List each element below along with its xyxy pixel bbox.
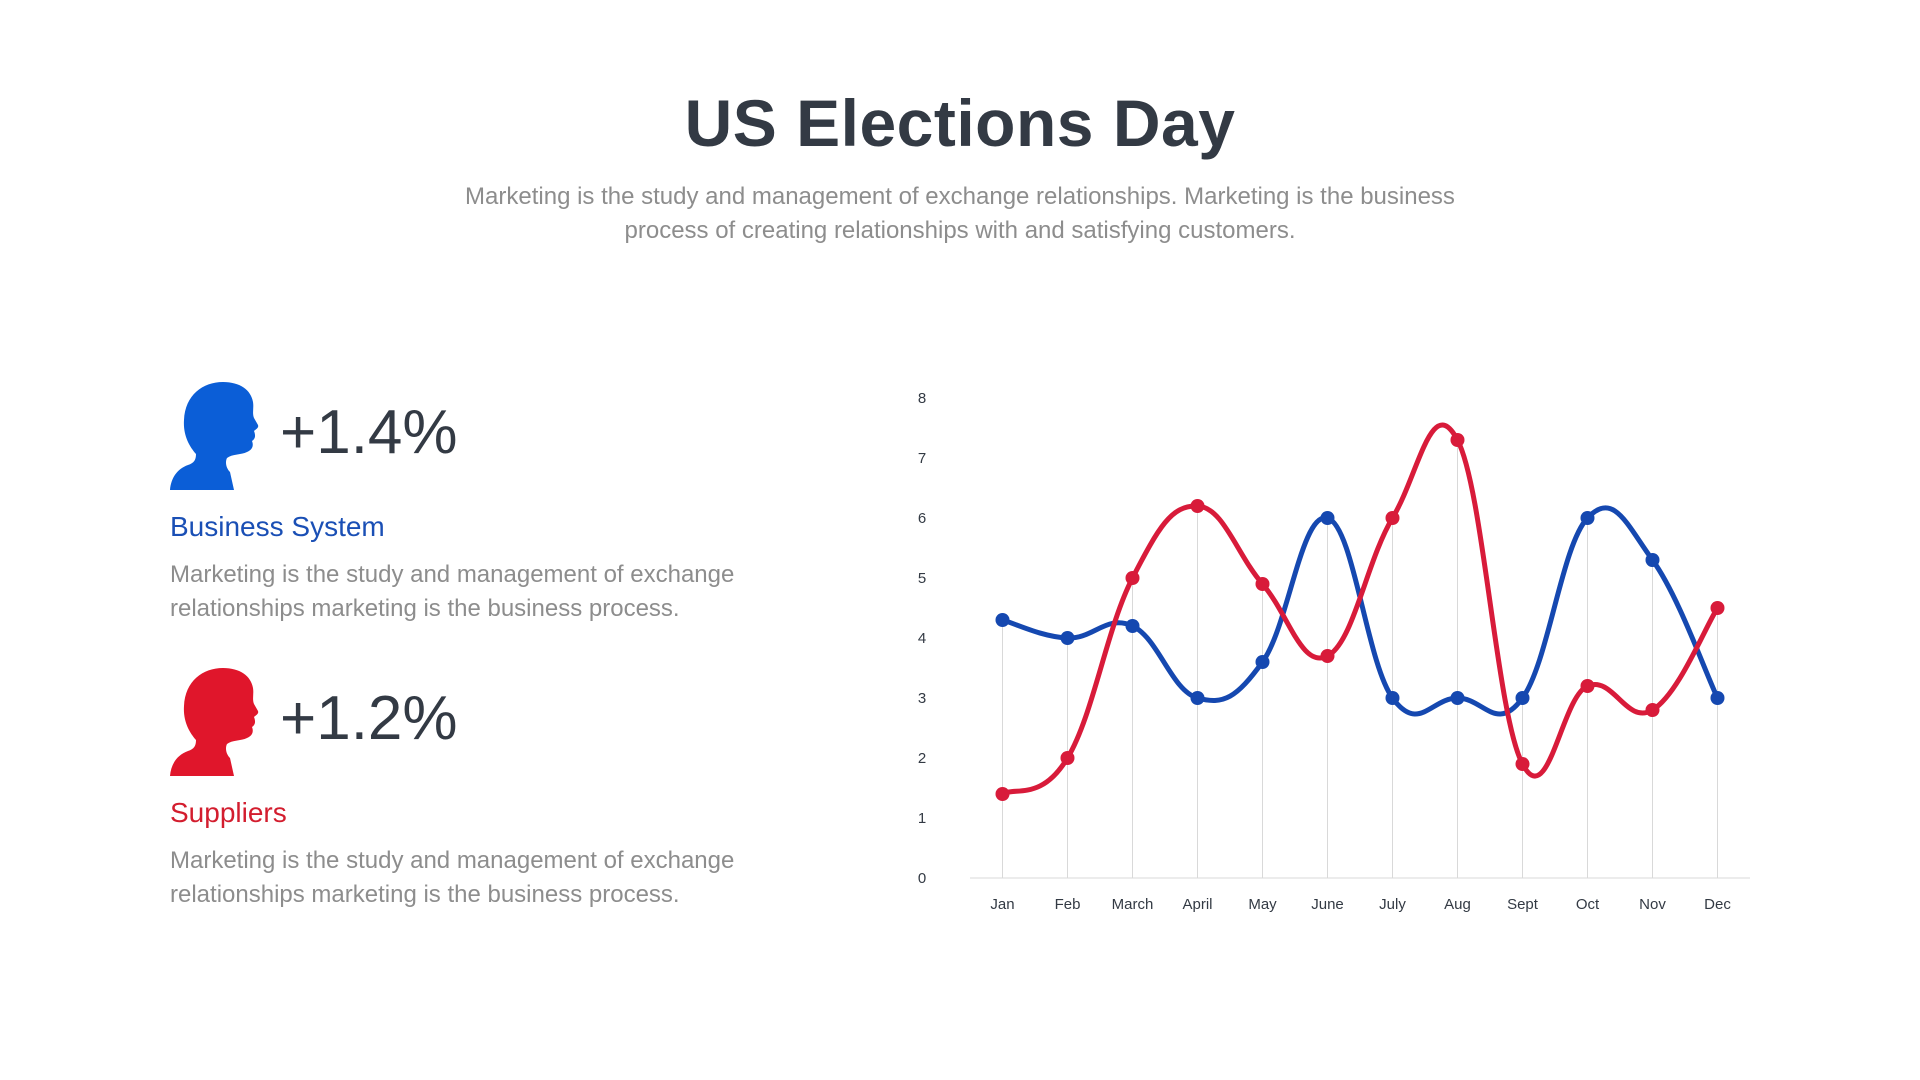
y-tick-label: 4	[918, 630, 926, 647]
chart-grid	[970, 440, 1750, 879]
page-title: US Elections Day	[684, 86, 1236, 160]
x-tick-label: May	[1248, 896, 1277, 913]
x-tick-label: July	[1379, 896, 1406, 913]
x-axis-ticks: Jan Feb March April May June July Aug Sept Oct Nov…	[990, 896, 1731, 913]
y-tick-label: 8	[918, 390, 926, 407]
male-head-silhouette-icon	[170, 382, 259, 490]
y-tick-label: 1	[918, 810, 926, 827]
data-point	[1060, 631, 1075, 645]
x-tick-label: Aug	[1444, 896, 1471, 913]
data-point	[1320, 511, 1335, 525]
data-point	[995, 613, 1010, 627]
x-tick-label: Feb	[1055, 896, 1081, 913]
stat-description: Marketing is the study and management of…	[170, 847, 735, 908]
data-point	[1710, 601, 1725, 615]
stat-value: +1.2%	[280, 684, 458, 753]
page-subtitle: Marketing is the study and management of…	[465, 183, 1455, 244]
line-chart: 0 1 2 3 4 5 6 7 8 Jan Feb March April May June July Aug…	[918, 390, 1750, 913]
data-point	[1580, 511, 1595, 525]
data-point	[1515, 757, 1530, 771]
data-point	[1125, 571, 1140, 585]
stat-description: Marketing is the study and management of…	[170, 561, 735, 622]
x-tick-label: Oct	[1576, 896, 1600, 913]
y-tick-label: 5	[918, 570, 926, 587]
data-point	[1125, 619, 1140, 633]
y-tick-label: 2	[918, 750, 926, 767]
data-point	[1255, 577, 1270, 591]
data-point	[1255, 655, 1270, 669]
data-point	[1515, 691, 1530, 705]
data-point	[1320, 649, 1335, 663]
data-point	[1450, 691, 1465, 705]
data-point	[1450, 433, 1465, 447]
data-point	[1645, 703, 1660, 717]
data-point	[1190, 499, 1205, 513]
stat-label: Suppliers	[170, 797, 287, 828]
x-tick-label: Nov	[1639, 896, 1666, 913]
x-tick-label: Jan	[990, 896, 1014, 913]
stat-value: +1.4%	[280, 398, 458, 467]
y-axis-ticks: 0 1 2 3 4 5 6 7 8	[918, 390, 926, 887]
x-tick-label: June	[1311, 896, 1344, 913]
data-point	[1580, 679, 1595, 693]
data-point	[1710, 691, 1725, 705]
y-tick-label: 6	[918, 510, 926, 527]
y-tick-label: 7	[918, 450, 926, 467]
data-point	[1385, 511, 1400, 525]
data-point	[1385, 691, 1400, 705]
x-tick-label: Sept	[1507, 896, 1539, 913]
data-point	[1645, 553, 1660, 567]
x-tick-label: Dec	[1704, 896, 1731, 913]
x-tick-label: March	[1112, 896, 1154, 913]
y-tick-label: 3	[918, 690, 926, 707]
series-line	[1000, 505, 1720, 717]
data-point	[1060, 751, 1075, 765]
chart-series	[995, 422, 1725, 801]
data-point	[1190, 691, 1205, 705]
series-line	[1000, 422, 1720, 797]
male-head-silhouette-icon	[170, 668, 259, 776]
stat-label: Business System	[170, 511, 385, 542]
data-point	[995, 787, 1010, 801]
y-tick-label: 0	[918, 870, 926, 887]
x-tick-label: April	[1182, 896, 1212, 913]
